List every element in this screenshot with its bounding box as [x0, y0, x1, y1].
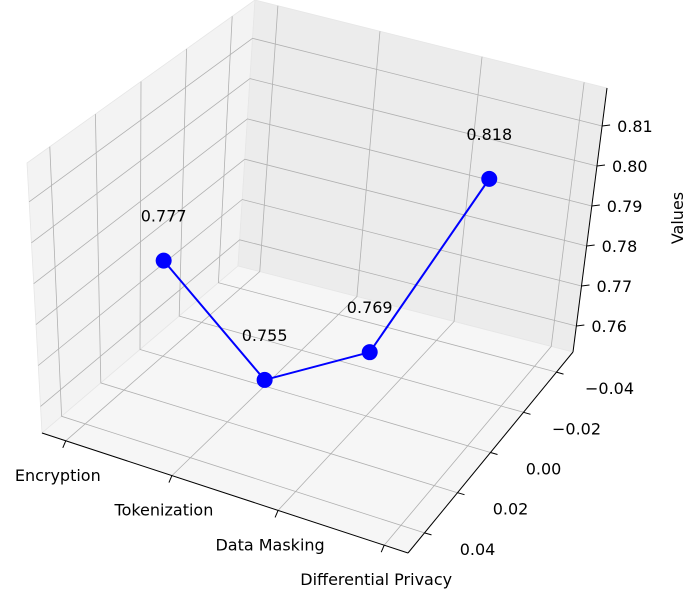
z-tick-label: 0.80: [612, 157, 648, 176]
data-label: 0.818: [466, 125, 512, 144]
y-tick-label: −0.04: [585, 379, 634, 398]
x-tick: [62, 440, 67, 448]
x-tick: [274, 510, 279, 518]
z-gridline: [28, 37, 603, 203]
data-point: [256, 371, 273, 388]
x-tick-label: Encryption: [15, 466, 101, 485]
z-tick-label: 0.79: [607, 197, 643, 216]
x-gridline: [277, 56, 483, 511]
y-gridline: [139, 81, 491, 453]
y-tick: [556, 371, 564, 375]
y-gridline: [49, 146, 425, 534]
z-gridline: [37, 199, 582, 366]
z-tick-label: 0.77: [597, 277, 633, 296]
z-axis-line: [572, 87, 608, 353]
z-tick: [581, 284, 590, 287]
x-tick-label: Tokenization: [114, 501, 214, 520]
z-tick: [591, 204, 600, 207]
x-tick-label: Data Masking: [215, 535, 324, 554]
x-tick-label: Differential Privacy: [300, 570, 452, 589]
x-gridline: [65, 5, 279, 442]
x-axis-line: [41, 432, 409, 554]
y-gridline: [217, 16, 557, 373]
y-tick-label: 0.00: [526, 460, 562, 479]
data-point: [481, 170, 498, 187]
y-tick: [490, 452, 498, 455]
z-tick: [586, 244, 595, 247]
z-gridline: [31, 78, 598, 244]
x-gridline: [383, 82, 585, 546]
chart-series: [155, 170, 498, 388]
z-tick: [602, 124, 611, 127]
z-gridline: [35, 158, 587, 325]
z-tick-label: 0.76: [591, 317, 627, 336]
data-label: 0.755: [242, 326, 288, 345]
z-tick-label: 0.81: [617, 117, 653, 136]
x-tick: [380, 545, 385, 553]
data-point: [155, 252, 172, 269]
chart-axes: [41, 87, 611, 554]
x-tick: [168, 475, 173, 483]
data-label: 0.777: [141, 207, 187, 226]
y-gridline: [178, 48, 524, 413]
z-tick: [596, 164, 606, 167]
y-tick: [424, 532, 432, 536]
y-tick-label: 0.04: [460, 540, 496, 559]
z-tick: [576, 324, 585, 327]
data-point: [361, 344, 378, 361]
z-axis-title: Values: [668, 192, 685, 244]
z-gridline: [40, 239, 577, 407]
chart-panes: [26, 0, 608, 554]
chart-gridlines: [28, 5, 603, 546]
y-gridline: [95, 114, 458, 494]
z-gridline: [33, 118, 592, 284]
y-tick-label: 0.02: [493, 500, 529, 519]
x-gridline: [171, 31, 381, 476]
data-label: 0.769: [347, 298, 393, 317]
series-line: [162, 178, 491, 382]
z-tick-label: 0.78: [602, 237, 638, 256]
y-tick: [457, 492, 465, 496]
y-tick: [523, 411, 531, 415]
y-tick-label: −0.02: [552, 419, 601, 438]
